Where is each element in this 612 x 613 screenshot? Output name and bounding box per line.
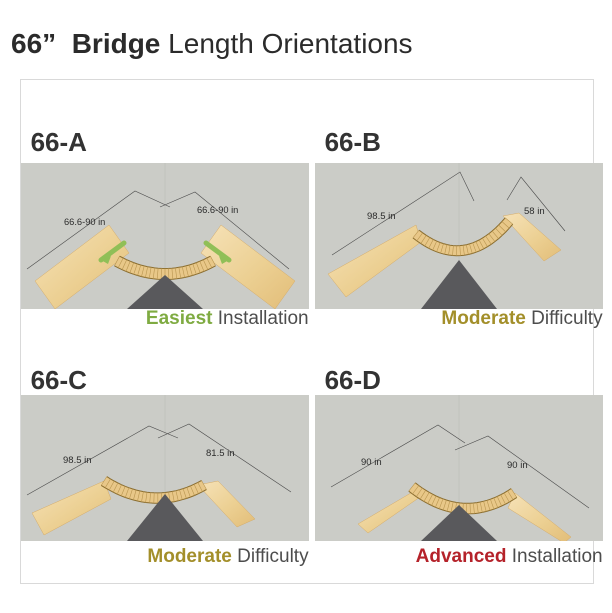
svg-text:90 in: 90 in (507, 460, 528, 471)
svg-text:81.5 in: 81.5 in (206, 448, 235, 459)
svg-text:98.5 in: 98.5 in (63, 455, 92, 466)
svg-text:66.6-90 in: 66.6-90 in (64, 217, 105, 227)
svg-text:58 in: 58 in (524, 206, 545, 217)
svg-text:98.5 in: 98.5 in (367, 211, 396, 222)
svg-text:66.6-90 in: 66.6-90 in (197, 205, 238, 215)
svg-text:90 in: 90 in (361, 457, 382, 468)
